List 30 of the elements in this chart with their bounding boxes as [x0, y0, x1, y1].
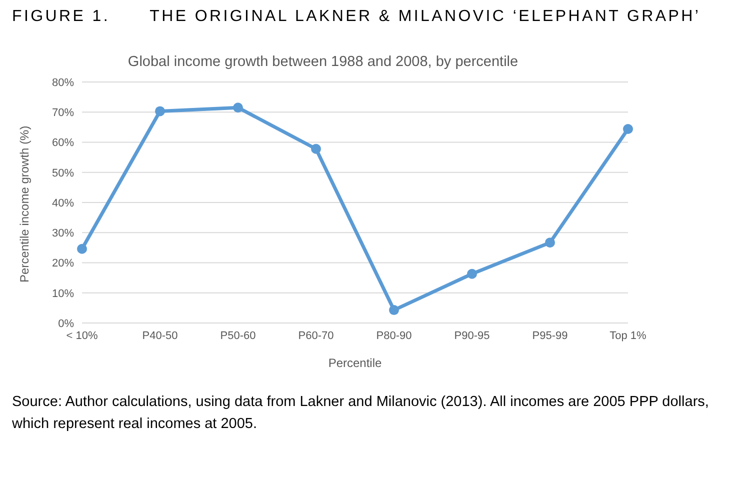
- y-tick-label: 10%: [52, 288, 74, 300]
- point: [233, 102, 243, 113]
- y-tick-label: 50%: [52, 167, 74, 180]
- x-tick-label: Top 1%: [610, 330, 647, 342]
- point: [545, 238, 555, 248]
- x-tick-label: P95-99: [532, 330, 568, 342]
- y-tick-label: 30%: [52, 228, 74, 240]
- x-tick-label: P50-60: [220, 330, 256, 342]
- y-tick-label: 0%: [58, 318, 74, 330]
- x-tick-label: P90-95: [454, 330, 490, 342]
- x-axis-title: Percentile: [328, 356, 382, 370]
- y-tick-label: 70%: [52, 107, 74, 120]
- y-tick-label: 20%: [52, 258, 74, 270]
- point: [467, 268, 477, 279]
- chart-subtitle: Global income growth between 1988 and 2008, by percentile: [126, 54, 520, 70]
- point: [389, 305, 399, 316]
- y-axis-title: Percentile income growth (%): [17, 126, 32, 282]
- point: [311, 144, 321, 154]
- x-tick-label: P60-70: [298, 330, 334, 342]
- y-tick-label: 60%: [52, 137, 74, 150]
- y-tick-label: 40%: [52, 197, 74, 210]
- y-tick-label: 80%: [52, 76, 74, 89]
- point: [155, 106, 165, 116]
- x-tick-label: P80-90: [376, 330, 412, 342]
- x-tick-label: < 10%: [66, 330, 98, 342]
- chart-title: FIGURE 1. THE ORIGINAL LAKNER & MILANOVIC ‘ELEPHANT GRAPH’: [12, 8, 702, 26]
- source-note: Source: Author calculations, using data from Lakner and Milanovic (2013). All incomes are 2005 PPP dollars, which represent real incomes at 2005.: [12, 393, 710, 434]
- point: [77, 244, 87, 254]
- x-tick-label: P40-50: [142, 330, 178, 342]
- point: [623, 124, 633, 134]
